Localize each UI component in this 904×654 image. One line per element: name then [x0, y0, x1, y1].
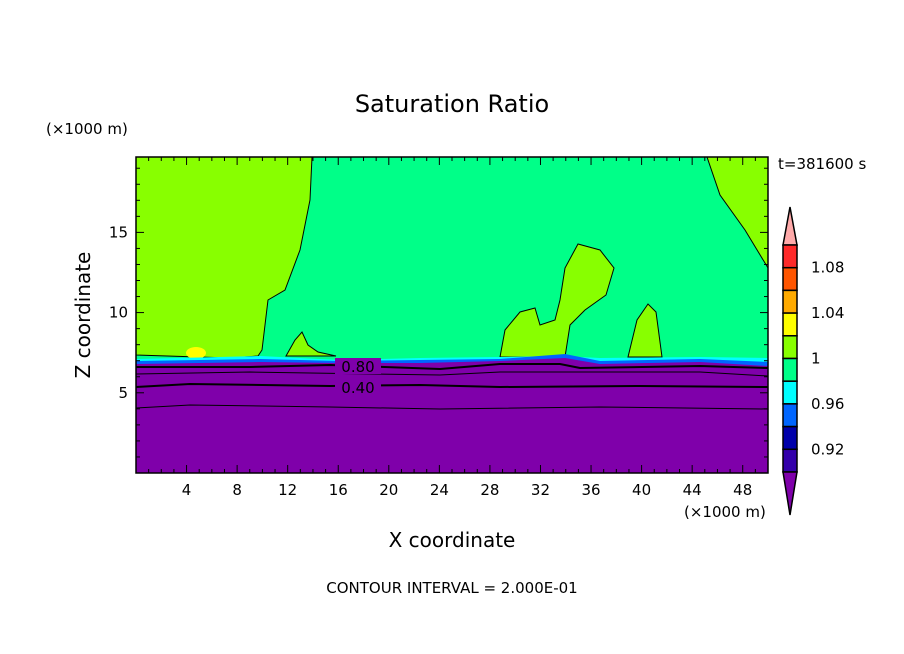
- blob-40: [627, 303, 663, 358]
- colorbar-top-arrow: [782, 206, 798, 246]
- colorbar-label: 1.04: [811, 304, 844, 322]
- colorbar-swatch: [782, 357, 798, 382]
- colorbar-label: 1: [811, 350, 821, 368]
- contour-label: 0.40: [341, 379, 374, 397]
- x-tick-label: 28: [480, 481, 499, 499]
- y-axis-label: Z coordinate: [71, 252, 95, 379]
- x-tick-label: 16: [329, 481, 348, 499]
- contour-label: 0.80: [341, 358, 374, 376]
- colorbar-label: 1.08: [811, 259, 844, 277]
- colorbar-swatch: [782, 403, 798, 428]
- x-tick-label: 40: [632, 481, 651, 499]
- colorbar-label: 0.92: [811, 440, 844, 458]
- y-tick-label: 15: [109, 223, 128, 241]
- colorbar-swatch: [782, 335, 798, 360]
- colorbar-label: 0.96: [811, 395, 844, 413]
- layer-purple: [136, 358, 768, 473]
- y-tick-label: 5: [118, 384, 128, 402]
- chart-title: Saturation Ratio: [355, 90, 549, 118]
- x-tick-label: 36: [581, 481, 600, 499]
- y-tick-label: 10: [109, 304, 128, 322]
- time-label: t=381600 s: [778, 155, 866, 173]
- x-tick-label: 12: [278, 481, 297, 499]
- x-tick-label: 4: [182, 481, 192, 499]
- y-axis: 5 10 15: [109, 167, 768, 458]
- colorbar: 1.08 1.04 1 0.96 0.92: [782, 206, 844, 516]
- x-tick-label: 24: [430, 481, 449, 499]
- blob-13: [285, 331, 337, 357]
- contour-label-bg: [335, 358, 381, 374]
- colorbar-swatch: [782, 380, 798, 405]
- x-unit-label: (×1000 m): [684, 503, 766, 521]
- yellow-patch: [186, 347, 206, 359]
- colorbar-swatch: [782, 425, 798, 451]
- x-tick-label: 8: [232, 481, 242, 499]
- x-axis: 4 8 12 16 20 24 28 32 36 40 44 48: [148, 157, 756, 499]
- x-tick-label: 20: [379, 481, 398, 499]
- contour-label-bg: [335, 379, 381, 395]
- colorbar-swatch: [782, 289, 798, 314]
- x-tick-label: 32: [531, 481, 550, 499]
- colorbar-swatch: [782, 266, 798, 292]
- x-tick-label: 44: [683, 481, 702, 499]
- colorbar-swatch: [782, 448, 798, 473]
- x-axis-label: X coordinate: [389, 528, 516, 552]
- colorbar-swatch: [782, 244, 798, 269]
- x-tick-label: 48: [733, 481, 752, 499]
- plot-area: 0.80 0.40: [135, 156, 769, 474]
- contour-interval-note: CONTOUR INTERVAL = 2.000E-01: [326, 579, 577, 597]
- contour-lines: [135, 363, 769, 410]
- colorbar-swatch: [782, 312, 798, 337]
- colorbar-bottom-arrow: [782, 471, 798, 516]
- y-unit-label: (×1000 m): [46, 120, 128, 138]
- blob-31: [499, 243, 615, 358]
